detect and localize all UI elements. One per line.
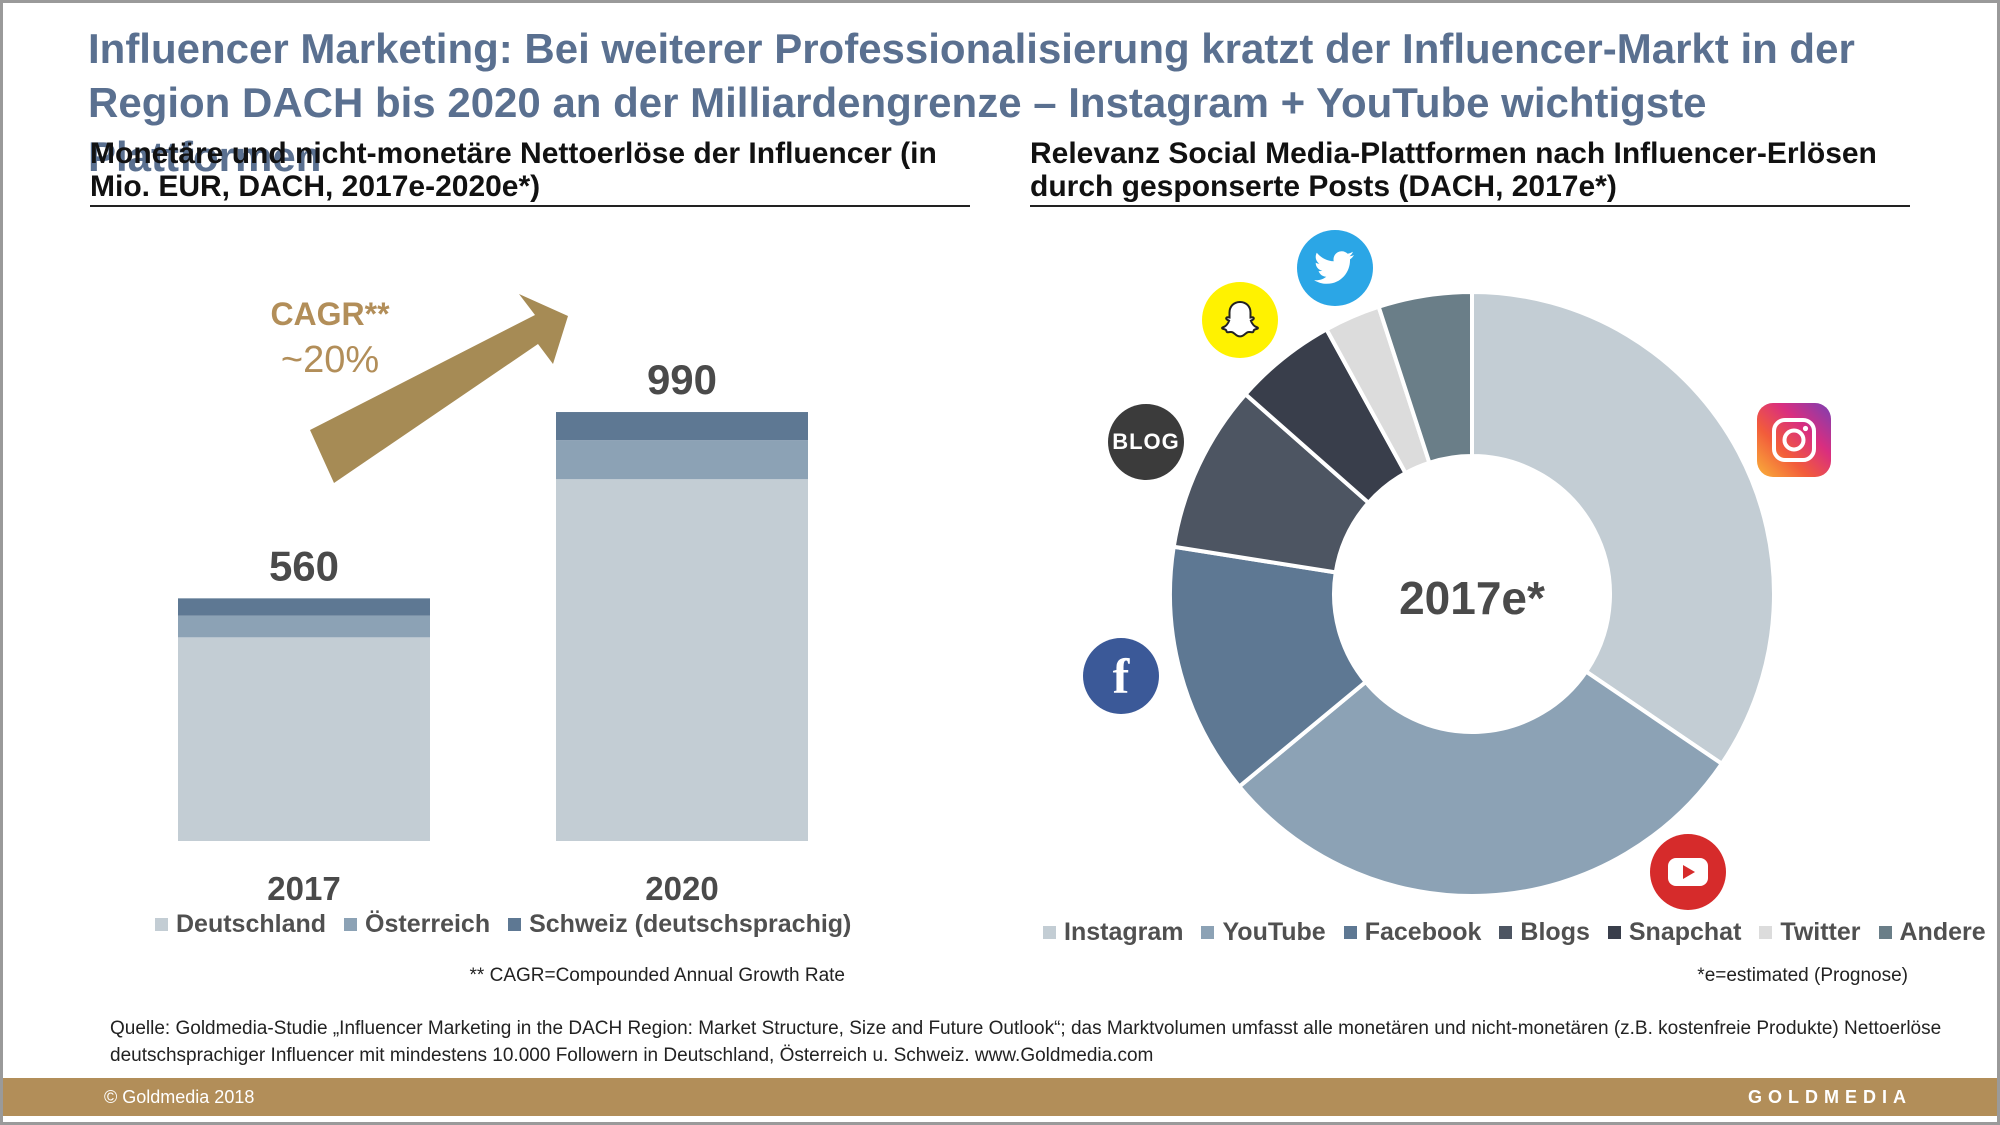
donut-chart-legend: Instagram YouTube Facebook Blogs Snapchat Twi…	[1043, 918, 1986, 947]
left-chart-subtitle: Monetäre und nicht-monetäre Nettoerlöse …	[90, 137, 937, 203]
donut-center-label: 2017e*	[1399, 572, 1545, 624]
donut-slice-instagram	[1470, 289, 1776, 767]
donut-chart: 2017e*	[1168, 289, 1776, 898]
legend-item-österreich: Österreich	[344, 910, 490, 939]
bar-segment-österreich-2017	[178, 615, 430, 638]
legend-label: YouTube	[1222, 918, 1326, 946]
brand-logo: GOLDMEDIA	[1748, 1087, 1912, 1107]
legend-item-blogs: Blogs	[1499, 918, 1590, 947]
legend-swatch	[1499, 926, 1513, 939]
snapchat-ghost-icon	[1202, 282, 1278, 358]
cagr-label: CAGR**	[270, 296, 390, 332]
right-chart-subtitle: Relevanz Social Media-Plattformen nach I…	[1030, 137, 1877, 203]
x-axis-label-2017: 2017	[267, 870, 340, 907]
bar-chart: 560 2017 990 2020	[178, 356, 808, 907]
legend-item-snapchat: Snapchat	[1607, 918, 1742, 947]
bar-total-label-2020: 990	[647, 356, 717, 403]
legend-label: Facebook	[1364, 918, 1482, 946]
donut-slice-youtube	[1236, 668, 1725, 898]
right-subtitle-rule	[1030, 205, 1910, 207]
legend-item-instagram: Instagram	[1043, 918, 1183, 947]
left-subtitle-rule	[90, 205, 970, 207]
bar-chart-legend: Deutschland Österreich Schweiz (deutschspr…	[155, 910, 851, 939]
legend-label: Andere	[1899, 918, 1986, 946]
legend-item-twitter: Twitter	[1759, 918, 1861, 947]
legend-item-youtube: YouTube	[1201, 918, 1326, 947]
legend-label: Instagram	[1064, 918, 1184, 946]
x-axis-label-2020: 2020	[645, 870, 718, 907]
bar-segment-österreich-2020	[556, 440, 808, 480]
bar-segment-schweiz-2020	[556, 412, 808, 441]
facebook-icon: f	[1083, 638, 1159, 714]
legend-swatch	[1043, 926, 1056, 939]
legend-swatch	[155, 918, 168, 931]
legend-label: Österreich	[365, 910, 491, 938]
copyright: © Goldmedia 2018	[104, 1087, 255, 1107]
page-title: Influencer Marketing: Bei weiterer Profe…	[88, 25, 1855, 180]
legend-item-deutschland: Deutschland	[155, 910, 326, 939]
legend-swatch	[1878, 926, 1892, 939]
donut-slice-andere	[1376, 289, 1474, 466]
legend-swatch	[1343, 926, 1357, 939]
estimate-footnote: *e=estimated (Prognose)	[1697, 965, 1908, 986]
bar-segment-schweiz-2017	[178, 598, 430, 616]
legend-swatch	[1759, 926, 1773, 939]
legend-label: Blogs	[1520, 918, 1590, 946]
legend-swatch	[1201, 926, 1215, 939]
legend-swatch	[344, 918, 358, 931]
cagr-footnote: ** CAGR=Compounded Annual Growth Rate	[469, 965, 845, 986]
bar-segment-deutschland-2020	[556, 479, 808, 841]
twitter-icon	[1297, 230, 1373, 306]
legend-label: Schweiz (deutschsprachig)	[529, 910, 852, 938]
legend-item-andere: Andere	[1878, 918, 1986, 947]
bar-total-label-2017: 560	[269, 542, 339, 589]
legend-swatch	[508, 918, 522, 931]
cagr-annotation: CAGR** ~20%	[270, 294, 568, 483]
legend-swatch	[1607, 926, 1621, 939]
source-note: Quelle: Goldmedia-Studie „Influencer Mar…	[110, 1018, 1942, 1066]
bar-segment-deutschland-2017	[178, 637, 430, 841]
legend-label: Twitter	[1780, 918, 1861, 946]
blog-icon: BLOG	[1108, 404, 1184, 480]
legend-label: Snapchat	[1628, 918, 1742, 946]
cagr-value: ~20%	[281, 339, 379, 381]
cagr-arrow	[310, 294, 568, 483]
footer-bar	[3, 1078, 1997, 1116]
legend-label: Deutschland	[176, 910, 327, 938]
youtube-icon	[1650, 834, 1726, 910]
instagram-icon	[1757, 403, 1831, 477]
legend-item-schweiz: Schweiz (deutschsprachig)	[508, 910, 851, 939]
donut-slice-facebook	[1168, 544, 1369, 790]
legend-item-facebook: Facebook	[1343, 918, 1482, 947]
